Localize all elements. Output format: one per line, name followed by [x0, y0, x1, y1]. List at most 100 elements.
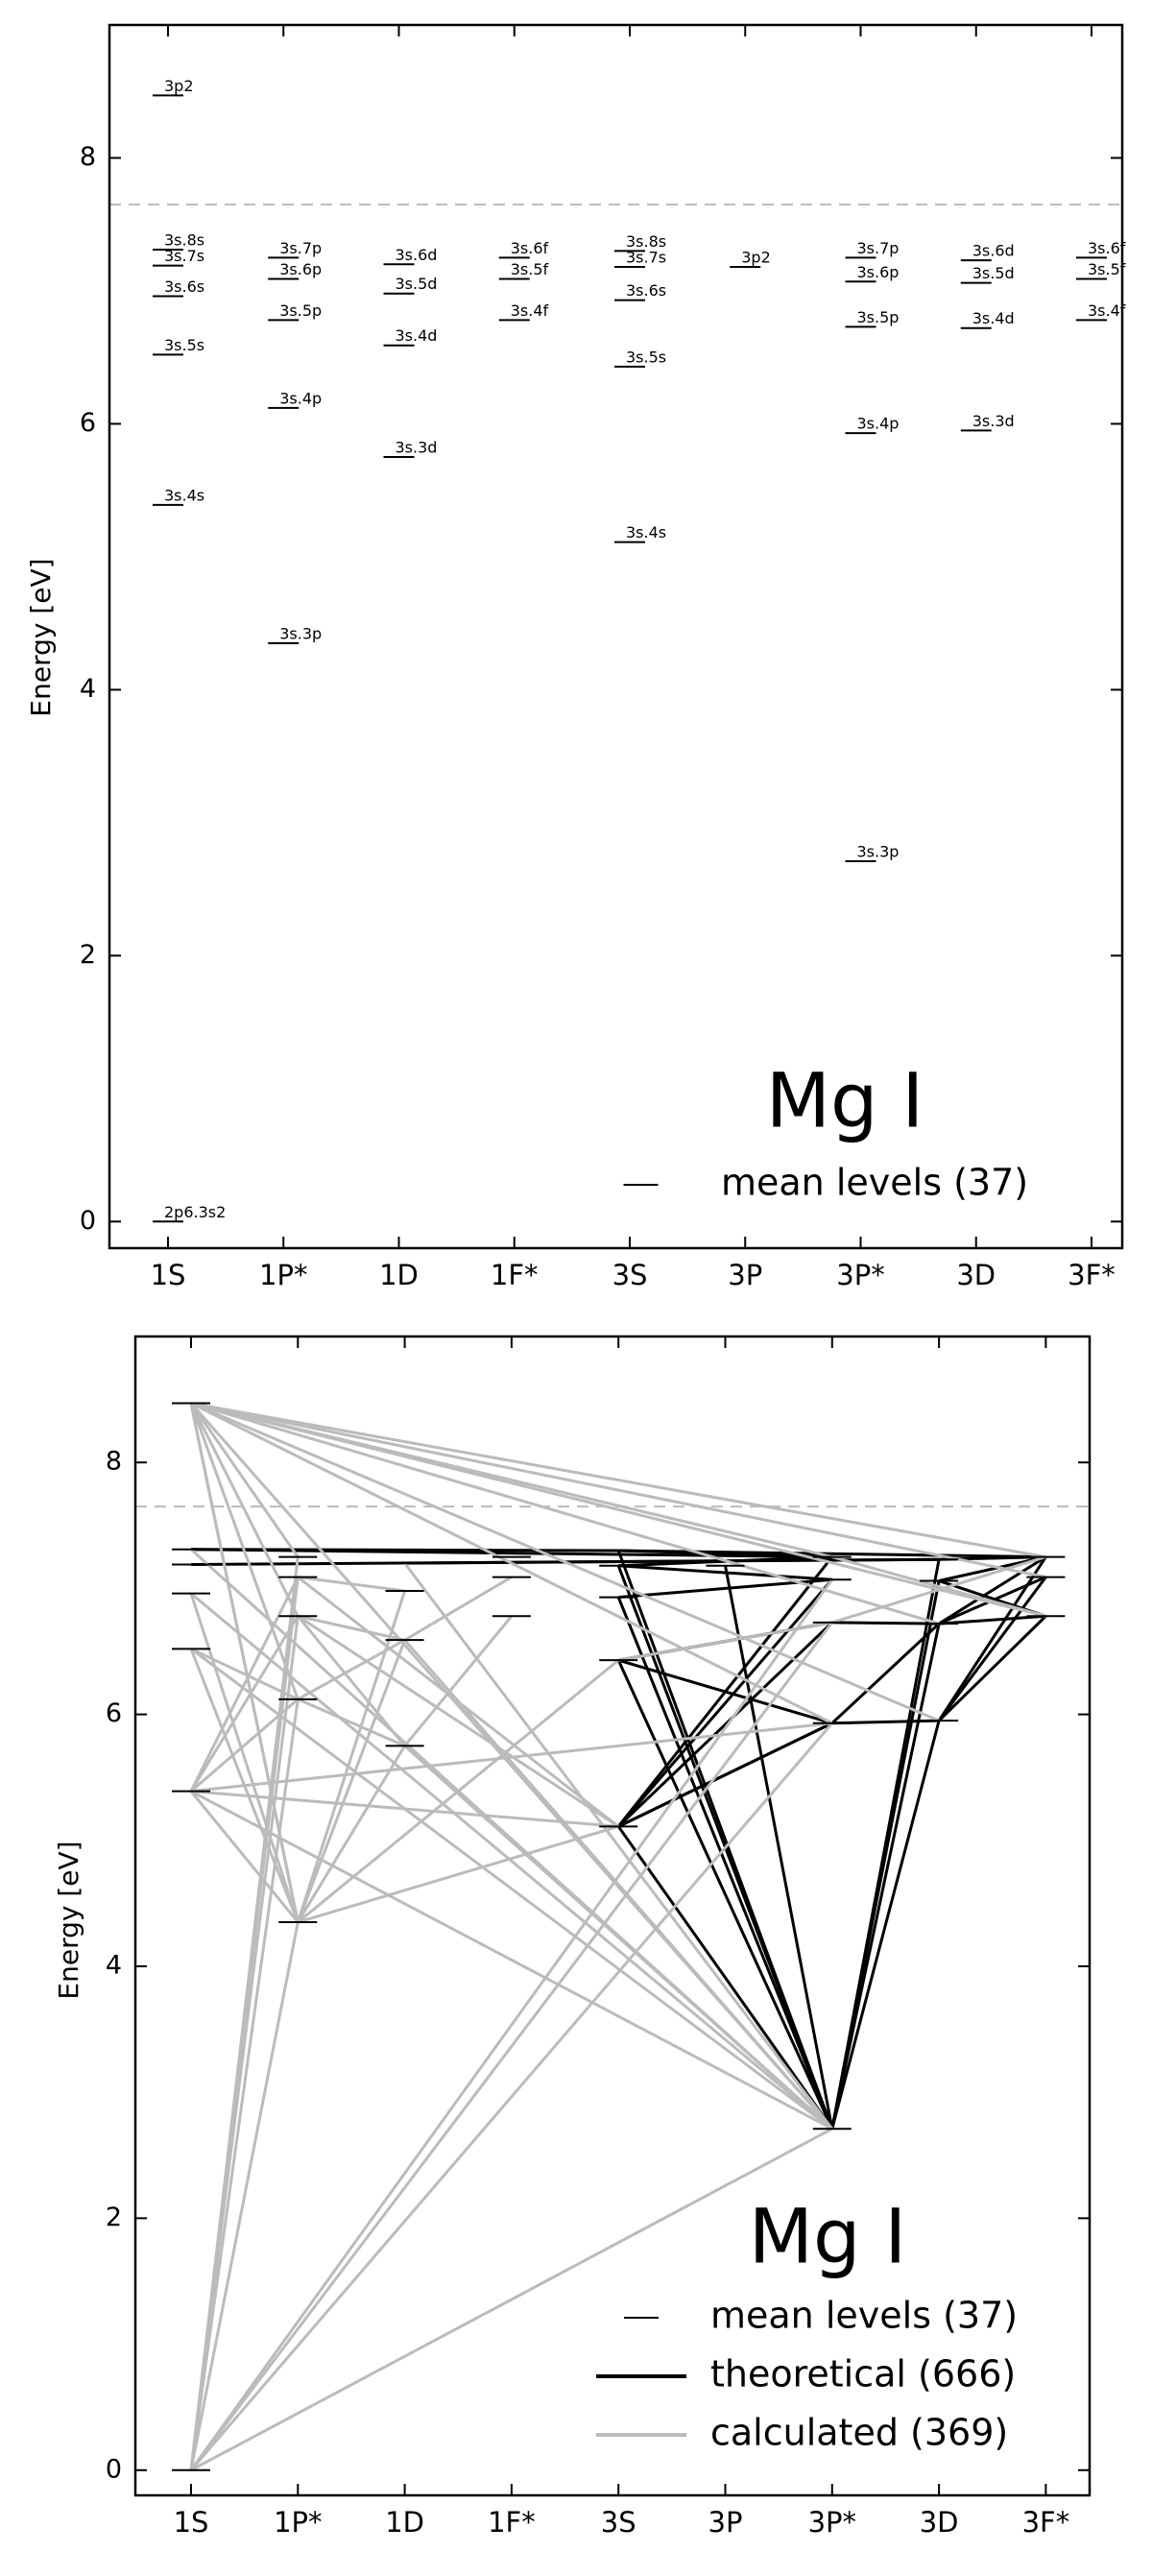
- transition: [937, 1576, 1047, 1722]
- x-tick-label: 3P: [708, 2506, 743, 2539]
- level-label: 3s.5s: [164, 336, 204, 354]
- transition: [190, 1548, 832, 1559]
- x-tick-label: 3P*: [836, 1259, 884, 1291]
- level-label: 3s.4p: [279, 389, 322, 407]
- level-label: 3s.6f: [1088, 239, 1126, 257]
- transition: [831, 1555, 1046, 1618]
- level-label: 3s.4f: [511, 301, 549, 320]
- level-label: 3s.6s: [626, 281, 666, 300]
- level-label: 3s.8s: [164, 231, 204, 250]
- level-label: 3s.7p: [279, 239, 322, 257]
- annotation: Mg I: [766, 1058, 924, 1144]
- transition: [617, 1578, 833, 1828]
- transition: [403, 1576, 513, 1642]
- x-tick-label: 3S: [601, 2506, 636, 2539]
- transition: [297, 1615, 406, 1747]
- level-label: 3s.7s: [164, 247, 204, 265]
- transition: [404, 1557, 940, 1565]
- x-tick-label: 3D: [920, 2506, 959, 2539]
- x-tick-label: 3P: [728, 1259, 762, 1291]
- y-tick-label: 4: [106, 1950, 122, 1980]
- level-label: 3s.4d: [972, 309, 1015, 327]
- level-label: 3s.6p: [857, 263, 900, 281]
- transition: [190, 1790, 833, 2131]
- x-tick-label: 3S: [612, 1259, 648, 1291]
- transition: [298, 1576, 405, 1593]
- annotation: Mg I: [749, 2194, 907, 2280]
- transition: [297, 1659, 620, 1924]
- level-label: 3s.6s: [164, 277, 204, 296]
- level-label: 3s.5s: [626, 348, 666, 366]
- level-label: 3s.7s: [626, 249, 666, 267]
- transition: [189, 1556, 300, 2470]
- level-label: 3s.4f: [1088, 301, 1126, 320]
- transition: [190, 1402, 833, 1559]
- transition: [617, 1621, 833, 1662]
- transition: [830, 1720, 941, 2130]
- transition: [297, 1745, 406, 1923]
- y-tick-label: 2: [80, 940, 96, 970]
- level-label: 3p2: [164, 77, 194, 95]
- transition: [724, 1565, 834, 2130]
- legend-label: mean levels (37): [710, 2295, 1018, 2337]
- y-tick-label: 2: [106, 2203, 122, 2232]
- transition: [190, 1402, 940, 1722]
- transition: [189, 1615, 300, 1793]
- level-label: 3s.4p: [857, 415, 900, 433]
- level-label: 3s.5d: [972, 264, 1015, 282]
- level-label: 3s.4s: [164, 486, 204, 504]
- transition: [189, 1548, 833, 2131]
- transition: [190, 1402, 833, 1725]
- transition: [190, 2127, 833, 2472]
- transition: [618, 1549, 832, 1559]
- transition: [190, 1402, 1046, 1579]
- transition: [190, 1402, 1046, 1559]
- level-label: 3s.7p: [857, 239, 900, 257]
- transition: [189, 1921, 300, 2471]
- x-tick-label: 3F*: [1068, 1259, 1116, 1291]
- transition: [190, 1790, 619, 1828]
- transition: [189, 1403, 300, 1700]
- level-label: 3s.8s: [626, 232, 666, 251]
- transition: [830, 1623, 941, 1724]
- transition: [618, 1564, 832, 1581]
- transition: [189, 1576, 300, 1793]
- transition: [190, 1697, 300, 1793]
- level-label: 3s.3d: [396, 439, 438, 457]
- y-axis-label: Energy [eV]: [25, 558, 57, 716]
- transition: [403, 1615, 514, 1747]
- x-tick-label: 3F*: [1022, 2506, 1070, 2539]
- y-tick-label: 6: [106, 1698, 122, 1728]
- transition: [297, 1615, 620, 1828]
- plot-frame: [133, 1335, 1092, 2497]
- x-tick-label: 1S: [151, 1259, 186, 1291]
- transition: [190, 1721, 832, 1794]
- transition: [831, 1555, 1046, 1625]
- transition: [616, 1597, 834, 2130]
- transition: [938, 1555, 1047, 1625]
- y-tick-label: 4: [80, 674, 96, 704]
- level-label: 3s.5f: [511, 260, 549, 278]
- level-label: 3s.4s: [626, 523, 666, 542]
- level-label: 3s.4d: [396, 326, 438, 345]
- level-label: 3s.3d: [972, 412, 1015, 430]
- legend-label: mean levels (37): [721, 1162, 1028, 1204]
- level-label: 3s.3p: [857, 843, 900, 861]
- legend-label: calculated (369): [710, 2412, 1008, 2454]
- level-label: 3s.6d: [972, 242, 1015, 260]
- y-axis-label: Energy [eV]: [53, 1841, 84, 1999]
- transition: [296, 1639, 407, 1923]
- transition: [190, 1648, 299, 1701]
- plot-frame: [108, 23, 1124, 1250]
- legend-label: theoretical (666): [710, 2353, 1016, 2395]
- level-label: 3s.5d: [396, 275, 438, 293]
- transition: [189, 1698, 300, 2470]
- level-label: 3s.6f: [511, 239, 549, 257]
- x-tick-label: 1S: [174, 2506, 209, 2539]
- transition: [616, 1550, 834, 2130]
- x-tick-label: 1P*: [259, 1259, 307, 1291]
- x-tick-label: 1D: [385, 2506, 424, 2539]
- y-tick-label: 6: [80, 408, 96, 438]
- transition: [190, 1648, 833, 2131]
